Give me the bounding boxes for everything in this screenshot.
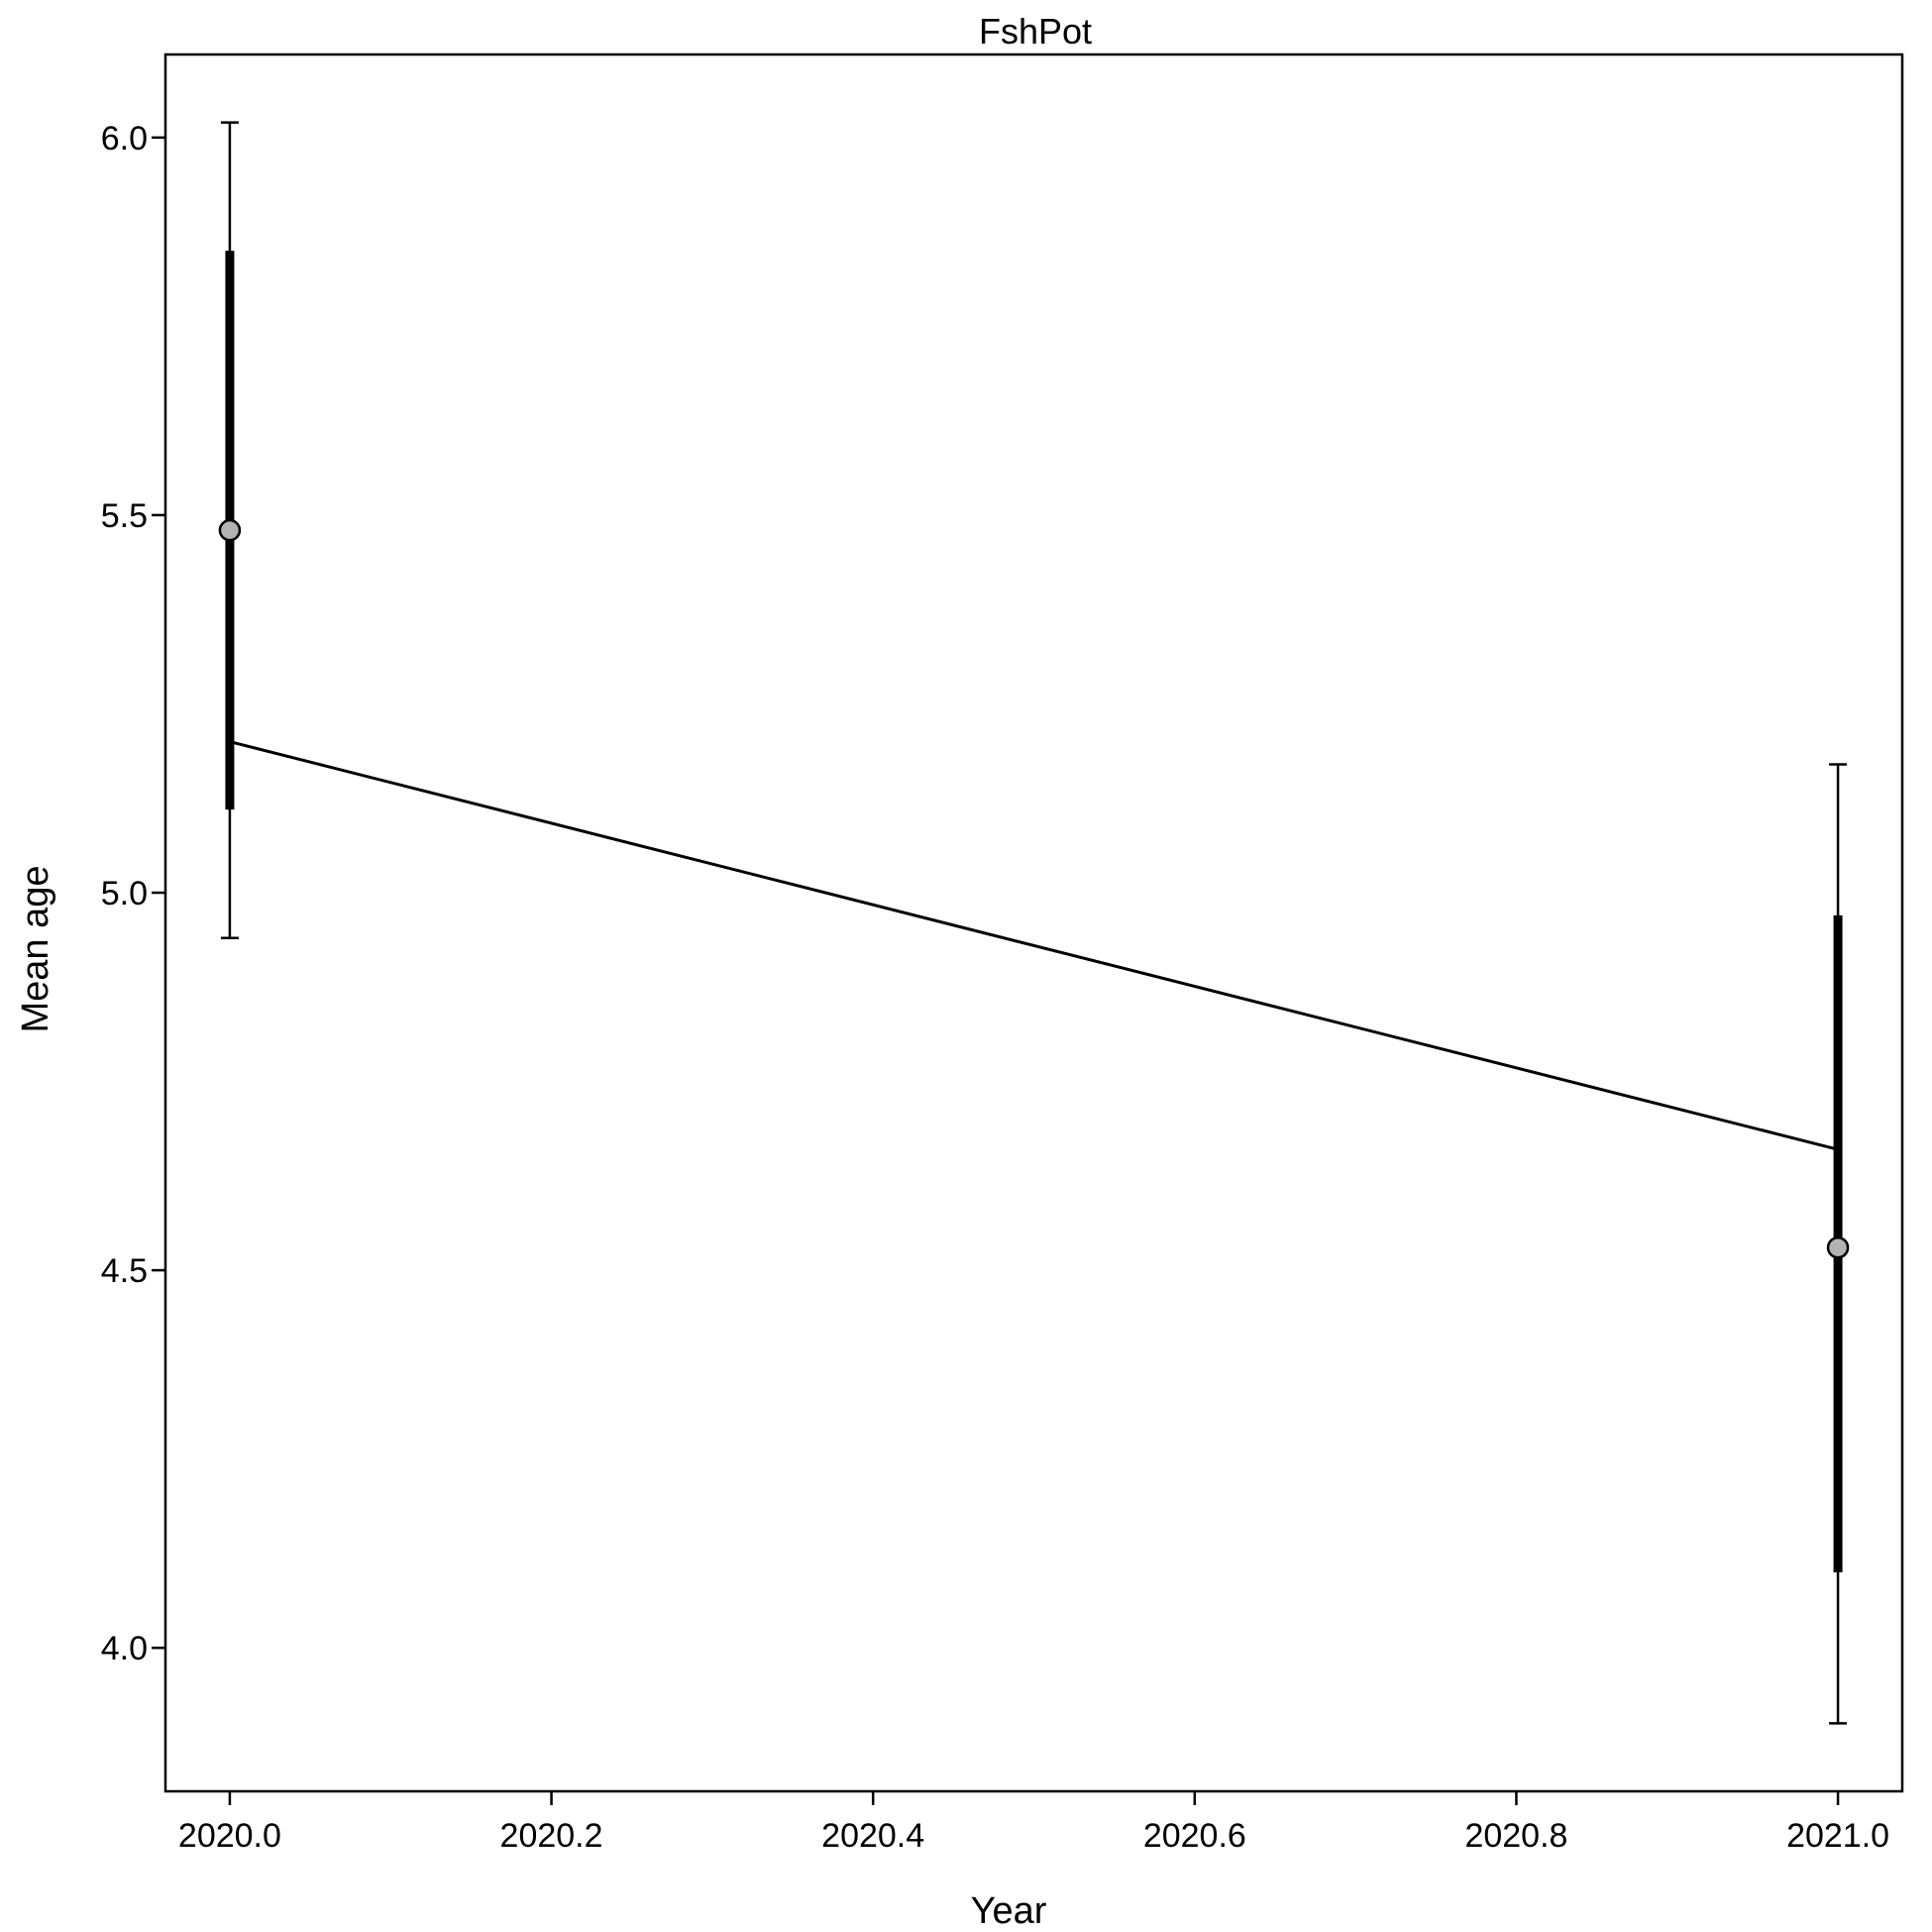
expected-mean-age-line [229,740,1839,1151]
x-tick-label: 2020.6 [1143,1817,1246,1855]
error-bar-layer [220,121,1848,1725]
y-tick-label: 4.0 [101,1630,148,1667]
chart-title: FshPot [979,11,1092,52]
x-tick-label: 2020.4 [821,1817,924,1855]
y-tick-label: 6.0 [101,120,148,158]
point-layer [218,518,1850,1259]
observed-mean-age-point [1826,1235,1850,1259]
x-tick-label: 2021.0 [1786,1817,1889,1855]
x-axis-label: Year [971,1890,1047,1932]
x-tick-label: 2020.8 [1464,1817,1567,1855]
y-tick-label: 4.5 [101,1252,148,1290]
x-tick-label: 2020.0 [178,1817,281,1855]
expected-line-layer [229,740,1839,1151]
x-axis: 2020.0 2020.2 2020.4 2020.6 2020.8 2021.0 [178,1791,1889,1855]
y-axis-label: Mean age [15,865,56,1032]
x-tick-label: 2020.2 [500,1817,603,1855]
y-axis: 4.0 4.5 5.0 5.5 6.0 [101,120,165,1667]
y-tick-label: 5.5 [101,497,148,535]
observed-mean-age-point [218,518,242,542]
plot-frame [163,53,1904,1793]
y-tick-label: 5.0 [101,875,148,912]
